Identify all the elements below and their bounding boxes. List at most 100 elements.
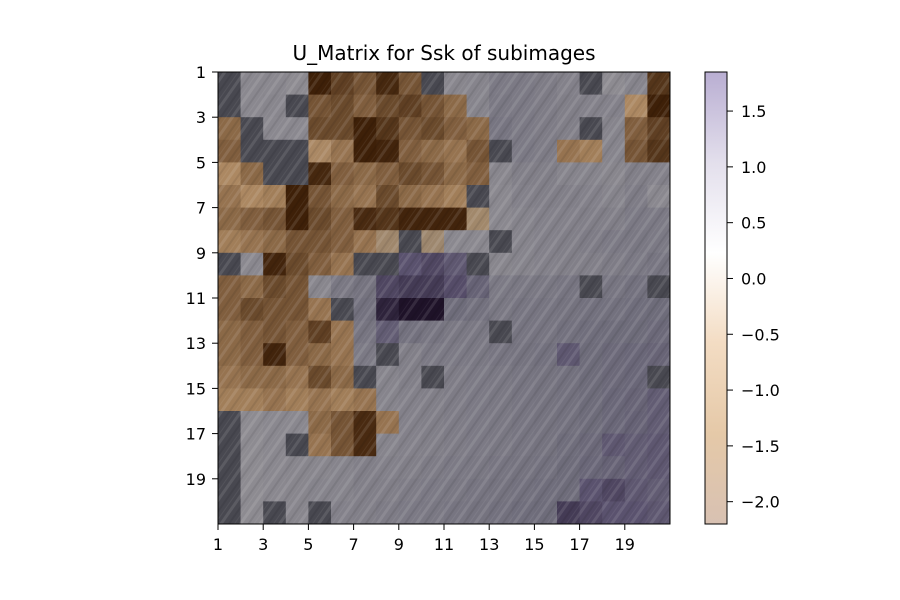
heatmap-cell — [376, 388, 400, 412]
heatmap-cell — [579, 298, 603, 321]
heatmap-cell — [444, 230, 467, 254]
heatmap-cell — [511, 185, 535, 208]
heatmap-cell — [557, 162, 580, 186]
heatmap-cell — [263, 343, 287, 367]
heatmap-cell — [263, 388, 287, 412]
heatmap-cell — [308, 207, 332, 231]
heatmap-cell — [398, 275, 422, 299]
heatmap-cell — [466, 320, 490, 344]
heatmap-cell — [511, 433, 535, 457]
heatmap-cell — [421, 162, 445, 186]
heatmap-cell — [331, 117, 354, 141]
heatmap-cell — [624, 411, 648, 434]
heatmap-cell — [602, 456, 626, 480]
heatmap-cell — [331, 275, 354, 299]
heatmap-cell — [624, 433, 648, 457]
heatmap-cell — [489, 207, 513, 231]
heatmap-cell — [579, 320, 603, 344]
heatmap-cell — [511, 298, 535, 321]
heatmap-cell — [398, 72, 422, 95]
heatmap-cell — [376, 185, 400, 208]
heatmap-cell — [511, 456, 535, 480]
heatmap-cell — [466, 275, 490, 299]
heatmap-cell — [489, 275, 513, 299]
heatmap-cell — [353, 185, 377, 208]
heatmap-cell — [444, 320, 467, 344]
heatmap-cell — [331, 162, 354, 186]
heatmap-cell — [308, 185, 332, 208]
y-tick-label: 19 — [186, 470, 206, 489]
heatmap-cell — [240, 162, 264, 186]
heatmap-cell — [398, 139, 422, 163]
heatmap-cell — [240, 411, 264, 434]
heatmap-cell — [331, 388, 354, 412]
heatmap-cell — [331, 433, 354, 457]
heatmap-cell — [579, 185, 603, 208]
heatmap-cell — [353, 275, 377, 299]
heatmap-cell — [376, 456, 400, 480]
heatmap-cell — [444, 343, 467, 367]
heatmap-cell — [579, 456, 603, 480]
heatmap-cell — [331, 456, 354, 480]
heatmap-cell — [353, 365, 377, 389]
colorbar-tick-label: 0.0 — [741, 269, 766, 288]
heatmap-cell — [353, 433, 377, 457]
heatmap-cell — [398, 207, 422, 231]
heatmap-cell — [466, 230, 490, 254]
heatmap-cell — [511, 252, 535, 276]
x-tick-label: 15 — [524, 535, 544, 554]
heatmap-cell — [466, 252, 490, 276]
heatmap-cell — [353, 298, 377, 321]
heatmap-cell — [376, 320, 400, 344]
heatmap-cell — [353, 230, 377, 254]
heatmap-cell — [353, 207, 377, 231]
heatmap-cell — [466, 411, 490, 434]
heatmap-cell — [421, 252, 445, 276]
heatmap-cell — [218, 343, 241, 367]
heatmap-cell — [240, 230, 264, 254]
heatmap-cell — [308, 501, 332, 525]
heatmap-cell — [534, 411, 558, 434]
heatmap-cell — [285, 94, 309, 118]
heatmap-cell — [421, 275, 445, 299]
heatmap-cell — [511, 478, 535, 502]
heatmap-cell — [421, 411, 445, 434]
heatmap-cell — [444, 185, 467, 208]
heatmap-cell — [421, 72, 445, 95]
heatmap-cell — [421, 433, 445, 457]
heatmap-cell — [534, 343, 558, 367]
heatmap-cell — [534, 501, 558, 525]
heatmap-cell — [511, 388, 535, 412]
heatmap-cell — [511, 207, 535, 231]
heatmap-cell — [602, 162, 626, 186]
heatmap-cell — [557, 94, 580, 118]
heatmap-cell — [557, 230, 580, 254]
heatmap-cell — [308, 388, 332, 412]
heatmap-cell — [579, 252, 603, 276]
x-tick-label: 11 — [434, 535, 454, 554]
heatmap-cell — [624, 501, 648, 525]
heatmap-cell — [624, 185, 648, 208]
heatmap-cell — [466, 139, 490, 163]
heatmap-cell — [398, 388, 422, 412]
heatmap-cell — [579, 343, 603, 367]
colorbar-tick-label: −1.0 — [741, 381, 780, 400]
heatmap-cell — [353, 456, 377, 480]
heatmap-cell — [240, 501, 264, 525]
heatmap-cell — [285, 501, 309, 525]
heatmap-cell — [331, 365, 354, 389]
heatmap-cell — [331, 298, 354, 321]
heatmap-cell — [444, 117, 467, 141]
heatmap-cell — [353, 343, 377, 367]
heatmap-cell — [218, 411, 241, 434]
heatmap-cell — [557, 252, 580, 276]
heatmap-cell — [331, 230, 354, 254]
heatmap-cell — [263, 162, 287, 186]
heatmap-cell — [353, 94, 377, 118]
heatmap-cell — [218, 456, 241, 480]
heatmap-cell — [240, 139, 264, 163]
heatmap-cell — [444, 478, 467, 502]
heatmap-cell — [489, 343, 513, 367]
heatmap-cell — [421, 185, 445, 208]
heatmap-cell — [353, 162, 377, 186]
